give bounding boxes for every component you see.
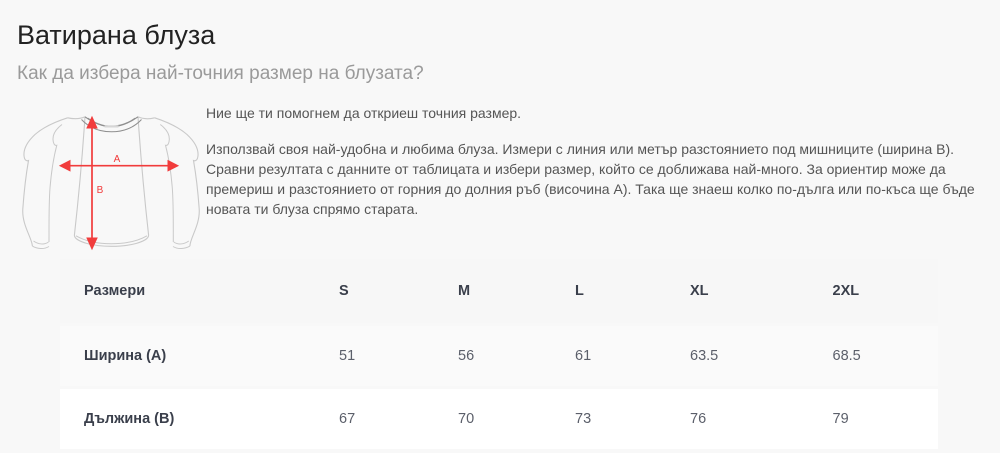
svg-text:A: A <box>114 154 121 165</box>
svg-text:B: B <box>97 185 104 196</box>
